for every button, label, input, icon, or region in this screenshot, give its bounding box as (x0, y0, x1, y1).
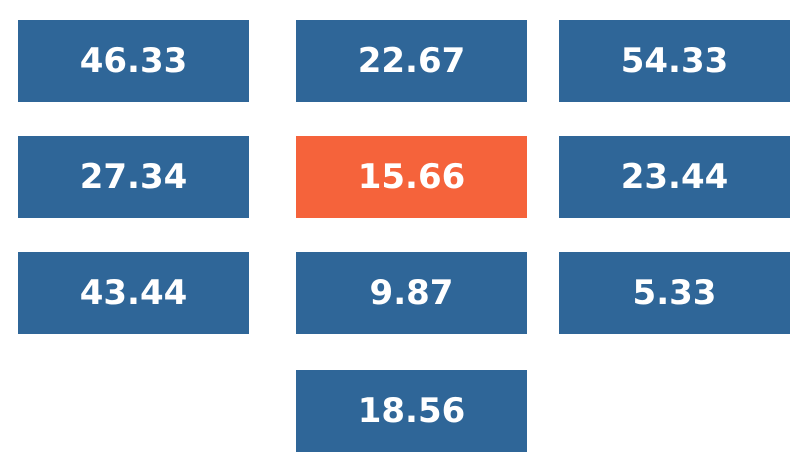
number-tile[interactable]: 54.33 (559, 20, 790, 102)
number-tile[interactable]: 9.87 (296, 252, 527, 334)
number-tile[interactable]: 43.44 (18, 252, 249, 334)
number-tile[interactable]: 22.67 (296, 20, 527, 102)
number-tile-selected[interactable]: 15.66 (296, 136, 527, 218)
number-tile[interactable]: 46.33 (18, 20, 249, 102)
number-tile[interactable]: 23.44 (559, 136, 790, 218)
number-tile[interactable]: 27.34 (18, 136, 249, 218)
number-tile[interactable]: 5.33 (559, 252, 790, 334)
number-tile[interactable]: 18.56 (296, 370, 527, 452)
